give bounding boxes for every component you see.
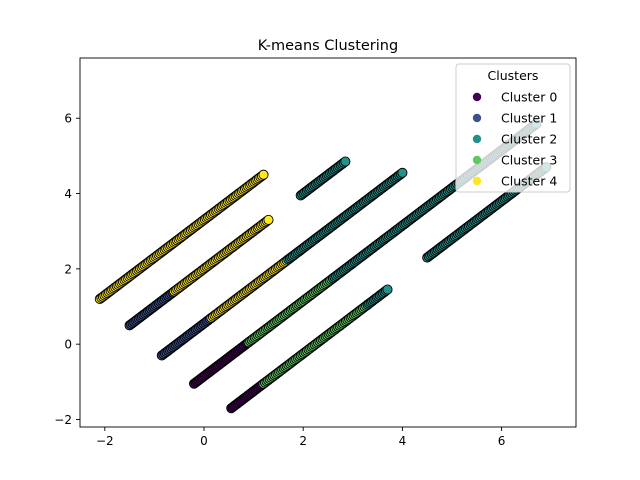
data-point-cluster-4 — [258, 169, 269, 180]
chart-title: K-means Clustering — [258, 38, 398, 54]
points-layer — [94, 118, 552, 414]
x-tick-label: 2 — [299, 434, 307, 448]
y-tick-label: 4 — [64, 187, 72, 201]
data-point-cluster-2 — [382, 284, 393, 295]
legend-marker-cluster-3 — [472, 155, 482, 165]
x-tick-label: 4 — [399, 434, 407, 448]
legend-label-cluster-3: Cluster 3 — [501, 153, 557, 168]
y-tick-label: 6 — [64, 112, 72, 126]
data-point-cluster-2 — [340, 156, 351, 167]
legend-label-cluster-4: Cluster 4 — [501, 174, 557, 189]
data-point-cluster-4 — [263, 214, 274, 225]
legend-marker-cluster-4 — [472, 176, 482, 186]
legend-marker-cluster-2 — [472, 134, 482, 144]
y-tick-label: 0 — [64, 338, 72, 352]
plot-area-frame — [79, 57, 577, 428]
data-point-cluster-2 — [397, 167, 408, 178]
legend-label-cluster-0: Cluster 0 — [501, 90, 557, 105]
legend-label-cluster-2: Cluster 2 — [501, 132, 557, 147]
x-axis: −2 0 2 4 6 — [96, 427, 505, 448]
legend-box — [455, 63, 571, 193]
x-tick-label: −2 — [96, 434, 114, 448]
legend-marker-cluster-0 — [472, 92, 482, 102]
x-tick-label: 0 — [200, 434, 208, 448]
y-axis: −2 0 2 4 6 — [54, 112, 80, 427]
y-tick-label: 2 — [64, 262, 72, 276]
legend-label-cluster-1: Cluster 1 — [501, 111, 557, 126]
y-tick-label: −2 — [54, 413, 72, 427]
x-tick-label: 6 — [498, 434, 506, 448]
legend-entries: Cluster 0 Cluster 1 Cluster 2 Cluster 3 Clus… — [472, 90, 557, 189]
legend-marker-cluster-1 — [472, 113, 482, 123]
legend-title: Clusters — [488, 68, 539, 83]
